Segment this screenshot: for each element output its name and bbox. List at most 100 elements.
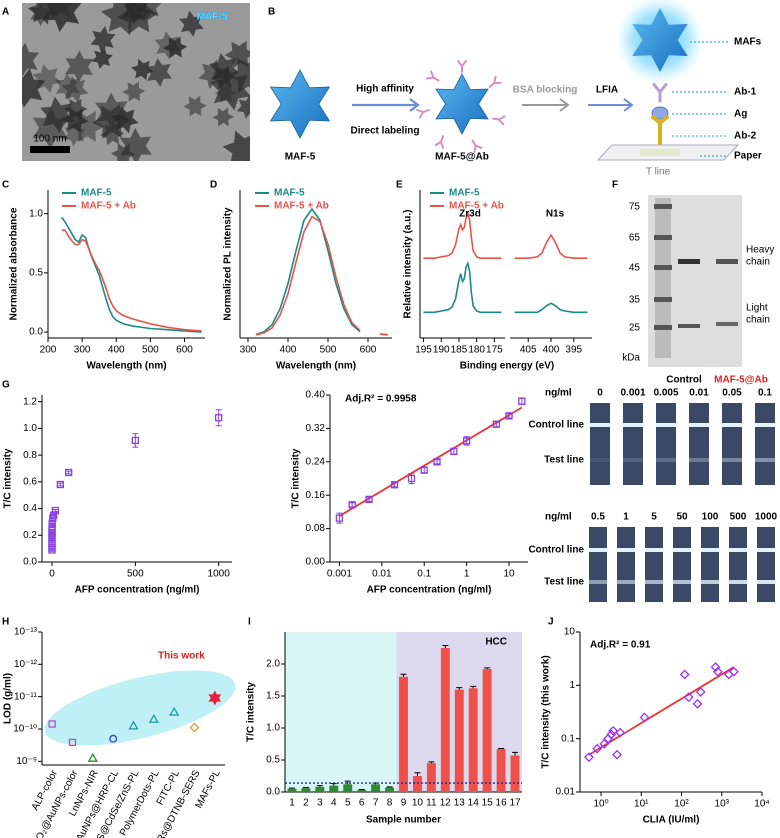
particle [131,58,154,81]
x-tick-label: 13 [454,798,466,809]
particle [22,68,46,108]
ladder-band [654,325,672,330]
bar [287,788,297,792]
bar [301,788,311,792]
y-tick-label: 1.0 [23,423,37,434]
x-tick-label: 300 [240,345,257,356]
band [716,322,738,326]
concentration-label: 1 [623,512,629,523]
bar [412,776,422,792]
concentration-label: 0.5 [591,512,605,523]
cluster-ellipse [44,670,236,746]
strip [757,527,775,602]
x-tick-label: 2 [303,798,309,809]
marker [679,669,690,680]
band-label: Heavy [746,245,774,256]
particle [40,96,75,133]
particle [91,104,131,139]
error-bar [428,761,435,764]
panel-letter: F [612,180,618,191]
ladder-band [654,265,672,270]
x-tick-label: 10⁴ [754,799,769,810]
panel-letter: C [2,180,9,191]
x-tick-label: 15 [482,798,494,809]
strip [623,403,643,485]
tag: MAF-5 [197,12,228,23]
marker [208,690,222,706]
marker [51,506,59,515]
strip [645,527,663,602]
bar [399,676,408,792]
particle [119,128,152,161]
marker [56,480,64,489]
concentration-label: 0.05 [722,388,742,399]
x-tick-label: 185 [451,345,468,356]
panel-letter: J [548,617,554,628]
error-bar [506,413,513,419]
band [678,324,700,328]
bar [357,790,367,792]
y-tick-label: 10⁻¹¹ [14,691,38,702]
bar [482,669,492,792]
test-line [729,580,747,584]
error-bar [215,409,222,427]
step-label: MAF-5 [285,152,316,163]
unit-label: ng/ml [545,388,572,399]
x-tick-label: 195 [415,345,432,356]
strip [722,403,742,485]
x-tick-label: 400 [108,345,125,356]
control-line [645,548,663,552]
x-tick-label: 395 [565,345,582,356]
particle [32,107,69,150]
marker [335,514,344,522]
unit-label: kDa [622,353,640,364]
lane-label: MAF-5@Ab [714,375,768,386]
marker [608,725,619,736]
test-line [689,458,709,462]
bar [468,688,478,792]
y-axis-label: LOD (g/ml) [3,673,14,724]
x-tick-label: 10 [412,798,424,809]
control-line [656,423,676,427]
marker [505,412,513,420]
particle [63,98,88,120]
test-line [701,580,719,584]
strip [617,527,635,602]
particle [224,40,250,69]
particle [124,3,154,23]
concentration-label: 5 [651,512,657,523]
y-tick-label: 1.0 [266,723,280,734]
error-bar [484,667,491,670]
line-label: Control line [528,420,584,431]
x-tick-label: 10 [503,569,515,580]
error-bar [50,514,57,517]
test-line [623,458,643,462]
part-label: Ab-2 [734,131,757,142]
marker [606,729,617,740]
error-bar [49,542,56,545]
y-tick-label: 10⁻¹³ [14,627,38,638]
y-tick-label: 0.8 [23,450,37,461]
antibody [652,83,668,103]
control-line [755,423,775,427]
particle [122,81,146,102]
marker [592,743,603,754]
marker [50,511,58,519]
y-tick-label: 10 [564,627,576,638]
particle [90,25,116,53]
x-tick-label: 12 [440,798,452,809]
x-axis-label: Binding energy (eV) [460,361,554,372]
particle [208,53,240,85]
y-tick-label: 0.01 [556,787,576,798]
error-bar [512,751,519,756]
control-line [617,548,635,552]
panel-letter: E [396,180,403,191]
control-line [673,548,691,552]
annotation: N1s [546,209,565,220]
concentration-label: 50 [676,512,688,523]
marker [390,481,399,489]
y-tick-label: 0.24 [306,456,326,467]
bar [454,689,464,792]
marker [48,519,56,527]
error-bar [456,687,463,690]
